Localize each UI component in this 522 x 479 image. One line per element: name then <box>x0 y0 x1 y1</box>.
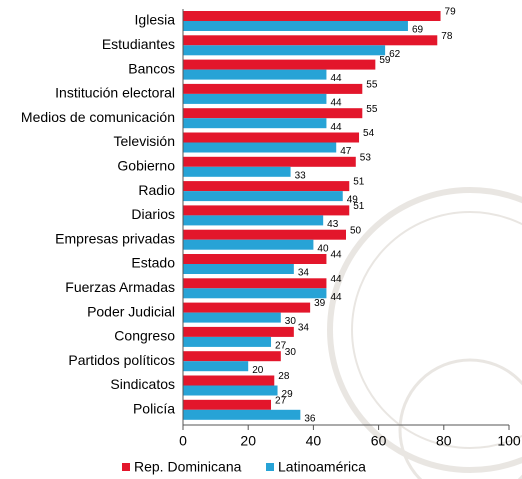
bar <box>183 409 301 420</box>
category-label: Diarios <box>131 206 175 222</box>
value-label: 30 <box>285 316 297 327</box>
x-tick-label: 60 <box>371 433 387 449</box>
value-label: 78 <box>441 31 453 42</box>
bar <box>183 83 363 94</box>
value-label: 33 <box>295 170 307 181</box>
bar <box>183 156 356 167</box>
value-label: 55 <box>366 80 378 91</box>
bar <box>183 312 281 323</box>
value-label: 44 <box>330 122 342 133</box>
value-label: 49 <box>347 195 359 206</box>
value-label: 44 <box>330 274 342 285</box>
category-label: Televisión <box>114 133 175 149</box>
bar <box>183 215 324 226</box>
x-tick-label: 100 <box>497 433 521 449</box>
category-label: Congreso <box>114 328 175 344</box>
value-label: 44 <box>330 250 342 261</box>
value-label: 69 <box>412 25 424 36</box>
bar <box>183 399 272 410</box>
x-tick-label: 0 <box>179 433 187 449</box>
x-tick-label: 80 <box>436 433 452 449</box>
value-label: 50 <box>350 225 362 236</box>
category-label: Iglesia <box>135 12 176 28</box>
bar <box>183 361 249 372</box>
value-label: 40 <box>317 243 329 254</box>
bar <box>183 35 438 46</box>
bar <box>183 191 343 202</box>
value-label: 47 <box>340 146 352 157</box>
value-label: 44 <box>330 98 342 109</box>
category-label: Medios de comunicación <box>21 109 175 125</box>
value-label: 36 <box>304 413 316 424</box>
category-label: Policía <box>133 401 175 417</box>
bar <box>183 264 294 274</box>
bar <box>183 59 376 70</box>
bar <box>183 351 281 362</box>
category-label: Radio <box>138 182 175 198</box>
value-label: 20 <box>252 365 264 376</box>
category-label: Institución electoral <box>55 85 175 101</box>
bar <box>183 385 278 396</box>
bar <box>183 118 327 129</box>
bar <box>183 239 314 250</box>
value-label: 28 <box>278 371 290 382</box>
legend-swatch <box>122 463 130 471</box>
bar <box>183 21 408 31</box>
value-label: 54 <box>363 128 375 139</box>
bar <box>183 254 327 264</box>
bar <box>183 375 275 386</box>
value-label: 53 <box>360 152 372 163</box>
value-label: 27 <box>275 395 287 406</box>
value-label: 39 <box>314 298 326 309</box>
bar <box>183 288 327 299</box>
value-label: 44 <box>330 292 342 303</box>
category-label: Fuerzas Armadas <box>65 279 175 295</box>
value-label: 62 <box>389 49 401 60</box>
value-label: 34 <box>298 323 310 334</box>
bar <box>183 93 327 104</box>
value-label: 30 <box>285 347 297 358</box>
category-label: Bancos <box>128 60 175 76</box>
bar <box>183 181 350 192</box>
background-decoration <box>327 187 522 479</box>
bar <box>183 326 294 337</box>
category-label: Estado <box>131 255 175 271</box>
legend-label: Latinoamérica <box>278 459 366 475</box>
value-label: 29 <box>282 389 294 400</box>
value-label: 51 <box>353 201 365 212</box>
bar <box>183 69 327 80</box>
value-label: 27 <box>275 341 287 352</box>
value-label: 43 <box>327 219 339 230</box>
category-label: Gobierno <box>117 158 175 174</box>
category-label: Sindicatos <box>110 376 175 392</box>
category-label: Empresas privadas <box>55 230 175 246</box>
x-tick-label: 40 <box>306 433 322 449</box>
value-label: 44 <box>330 73 342 84</box>
category-label: Estudiantes <box>102 36 175 52</box>
value-label: 59 <box>379 55 391 66</box>
legend-swatch <box>266 463 274 471</box>
bar <box>183 278 327 289</box>
value-label: 79 <box>445 7 457 18</box>
bar <box>183 166 291 177</box>
value-label: 34 <box>298 268 310 279</box>
value-label: 51 <box>353 177 365 188</box>
bar <box>183 11 441 21</box>
bar <box>183 45 386 56</box>
bar <box>183 302 311 313</box>
bar <box>183 229 346 240</box>
category-label: Poder Judicial <box>87 303 175 319</box>
legend-label: Rep. Dominicana <box>134 459 242 475</box>
bar <box>183 108 363 119</box>
bar <box>183 205 350 216</box>
bar <box>183 336 272 347</box>
bar <box>183 132 360 143</box>
bar <box>183 142 337 153</box>
x-tick-label: 20 <box>240 433 256 449</box>
category-label: Partidos políticos <box>68 352 175 368</box>
value-label: 55 <box>366 104 378 115</box>
